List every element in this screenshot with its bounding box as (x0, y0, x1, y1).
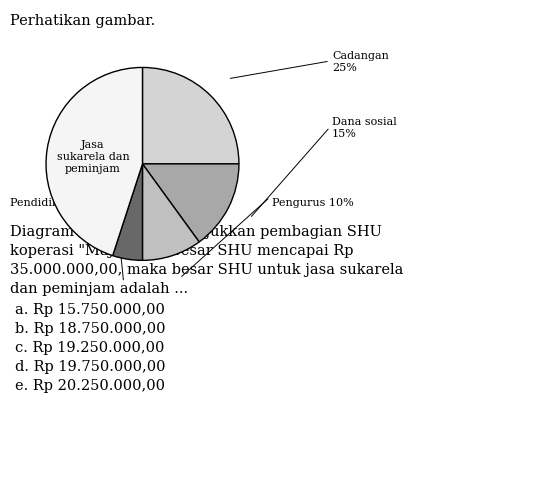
Text: Pengurus 10%: Pengurus 10% (272, 197, 354, 208)
Text: Jasa
sukarela dan
peminjam: Jasa sukarela dan peminjam (56, 140, 129, 173)
Text: e. Rp 20.250.000,00: e. Rp 20.250.000,00 (15, 378, 165, 392)
Text: Diagram lingkaran menunjukkan pembagian SHU: Diagram lingkaran menunjukkan pembagian … (10, 225, 382, 239)
Text: Dana sosial
15%: Dana sosial 15% (332, 117, 397, 138)
Text: Pendidikan 5%: Pendidikan 5% (10, 197, 94, 208)
Text: c. Rp 19.250.000,00: c. Rp 19.250.000,00 (15, 340, 164, 354)
Text: d. Rp 19.750.000,00: d. Rp 19.750.000,00 (15, 359, 165, 373)
Text: dan peminjam adalah ...: dan peminjam adalah ... (10, 281, 188, 295)
Text: koperasi "Maju". Jika besar SHU mencapai Rp: koperasi "Maju". Jika besar SHU mencapai… (10, 243, 353, 257)
Text: Cadangan
25%: Cadangan 25% (332, 51, 389, 73)
Text: a. Rp 15.750.000,00: a. Rp 15.750.000,00 (15, 302, 165, 317)
Wedge shape (142, 165, 199, 261)
Wedge shape (46, 68, 142, 256)
Text: 35.000.000,00, maka besar SHU untuk jasa sukarela: 35.000.000,00, maka besar SHU untuk jasa… (10, 262, 403, 276)
Text: Perhatikan gambar.: Perhatikan gambar. (10, 14, 155, 28)
Wedge shape (142, 165, 239, 242)
Text: b. Rp 18.750.000,00: b. Rp 18.750.000,00 (15, 321, 165, 335)
Wedge shape (113, 165, 142, 261)
Wedge shape (142, 68, 239, 165)
